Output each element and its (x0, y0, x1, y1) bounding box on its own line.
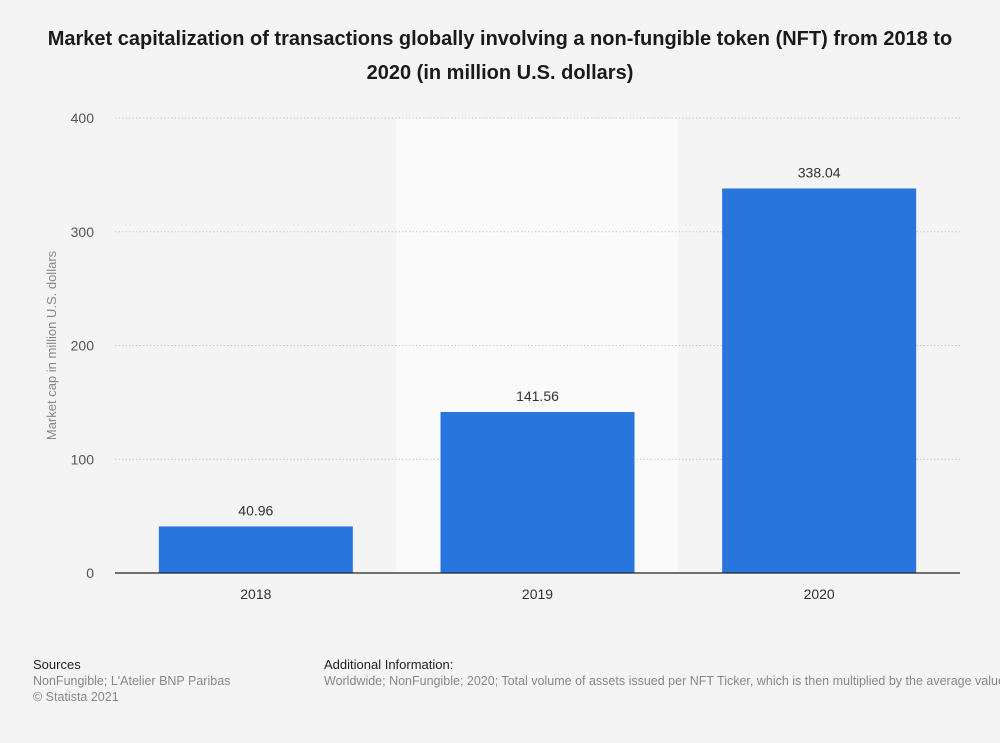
x-tick-label: 2019 (522, 586, 553, 602)
bar (440, 411, 635, 573)
y-tick-label: 0 (86, 565, 94, 581)
bar (722, 188, 917, 574)
bar-chart: 0 100 200 300 400 Market cap in million U.S. … (44, 110, 960, 602)
sources-line: NonFungible; L'Atelier BNP Paribas (33, 674, 231, 688)
y-tick-label: 300 (71, 224, 95, 240)
additional-info-block: Additional Information: Worldwide; NonFu… (324, 657, 1000, 689)
additional-info-text: Worldwide; NonFungible; 2020; Total volu… (324, 674, 1000, 688)
y-tick-label: 400 (71, 110, 95, 126)
y-axis-label: Market cap in million U.S. dollars (44, 250, 59, 440)
sources-block: Sources NonFungible; L'Atelier BNP Parib… (33, 657, 293, 705)
additional-info-heading[interactable]: Additional Information: (324, 657, 454, 672)
sources-heading[interactable]: Sources (33, 657, 81, 672)
x-tick-label: 2018 (240, 586, 271, 602)
bar-value-label: 338.04 (798, 164, 841, 180)
y-tick-label: 200 (71, 338, 95, 354)
copyright-line: © Statista 2021 (33, 690, 119, 704)
y-tick-label: 100 (71, 451, 95, 467)
bar-value-label: 141.56 (516, 388, 559, 404)
x-tick-label: 2020 (804, 586, 835, 602)
bar-value-label: 40.96 (238, 502, 273, 518)
bar (158, 526, 353, 573)
chart-title: Market capitalization of transactions gl… (47, 28, 953, 84)
